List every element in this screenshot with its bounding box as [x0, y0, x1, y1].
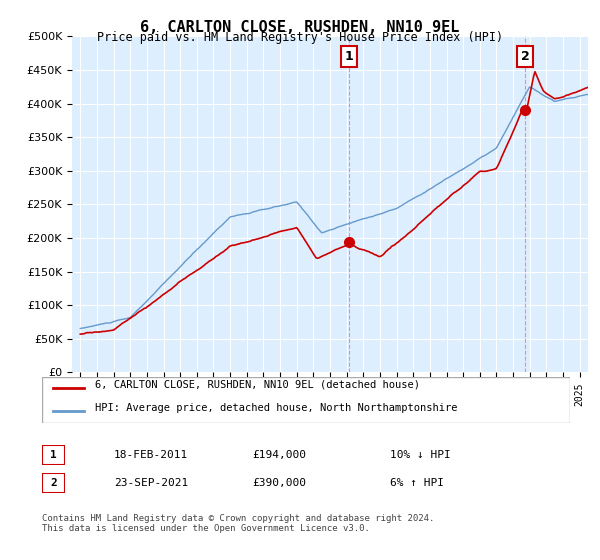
Text: 18-FEB-2011: 18-FEB-2011 — [114, 450, 188, 460]
Text: 10% ↓ HPI: 10% ↓ HPI — [390, 450, 451, 460]
Text: 23-SEP-2021: 23-SEP-2021 — [114, 478, 188, 488]
FancyBboxPatch shape — [42, 377, 570, 423]
Text: 6% ↑ HPI: 6% ↑ HPI — [390, 478, 444, 488]
Text: Contains HM Land Registry data © Crown copyright and database right 2024.
This d: Contains HM Land Registry data © Crown c… — [42, 514, 434, 533]
Text: £194,000: £194,000 — [252, 450, 306, 460]
Text: HPI: Average price, detached house, North Northamptonshire: HPI: Average price, detached house, Nort… — [95, 403, 457, 413]
FancyBboxPatch shape — [42, 445, 65, 465]
Text: 1: 1 — [344, 50, 353, 63]
FancyBboxPatch shape — [42, 473, 65, 493]
Text: 2: 2 — [521, 50, 530, 63]
Text: 1: 1 — [50, 450, 57, 460]
Text: 6, CARLTON CLOSE, RUSHDEN, NN10 9EL: 6, CARLTON CLOSE, RUSHDEN, NN10 9EL — [140, 20, 460, 35]
Text: 6, CARLTON CLOSE, RUSHDEN, NN10 9EL (detached house): 6, CARLTON CLOSE, RUSHDEN, NN10 9EL (det… — [95, 380, 420, 390]
Text: 2: 2 — [50, 478, 57, 488]
Text: £390,000: £390,000 — [252, 478, 306, 488]
Text: Price paid vs. HM Land Registry's House Price Index (HPI): Price paid vs. HM Land Registry's House … — [97, 31, 503, 44]
